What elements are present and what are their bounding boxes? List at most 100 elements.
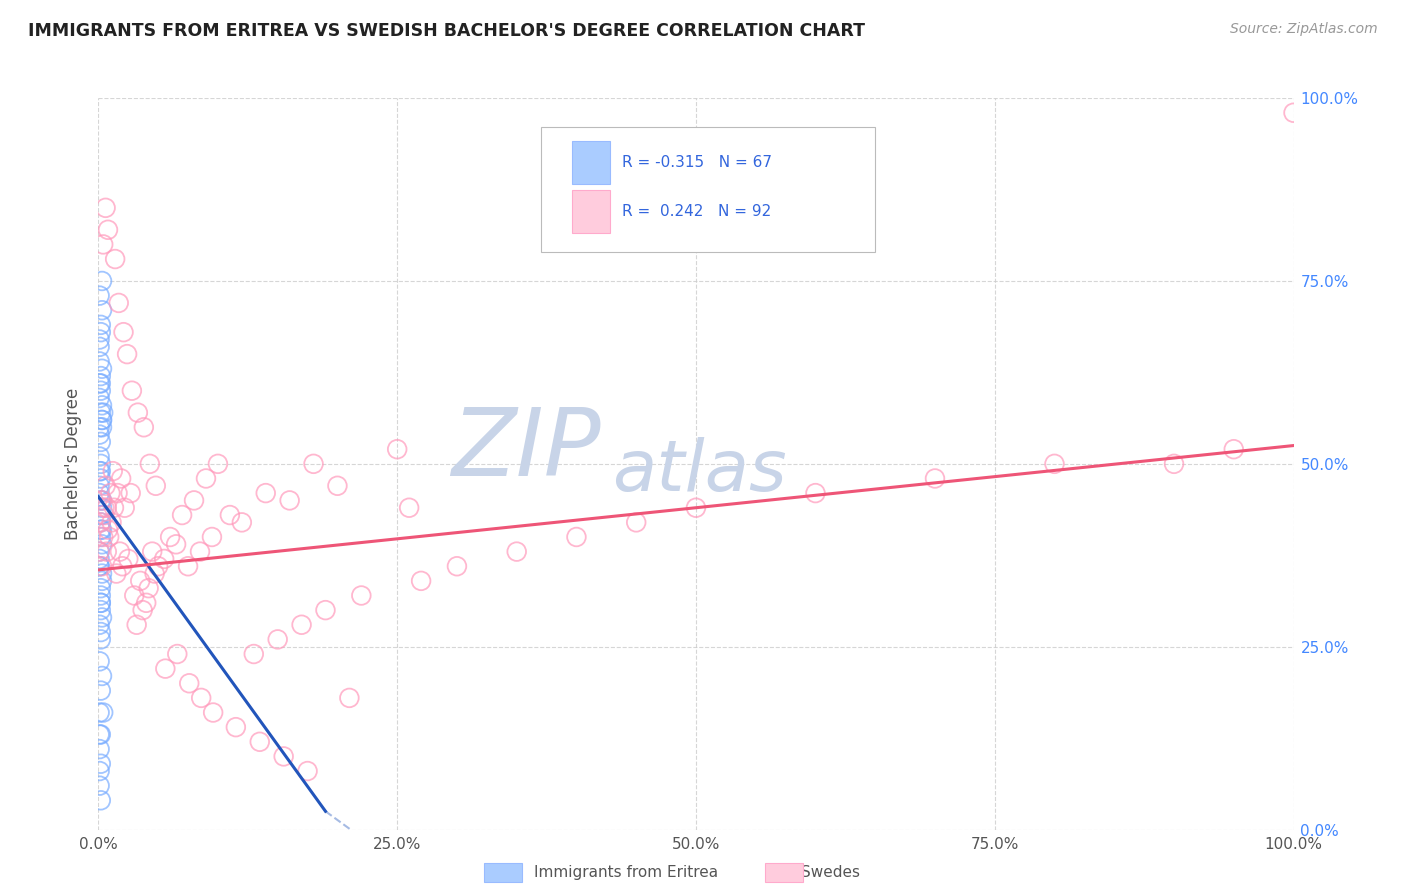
FancyBboxPatch shape: [572, 141, 610, 184]
Point: [90, 727, 112, 741]
Point: [139, 457, 162, 471]
Point: [94, 201, 117, 215]
Point: [121, 384, 143, 398]
Text: ZIP: ZIP: [451, 404, 600, 495]
Point: [125, 617, 148, 632]
Point: [278, 493, 301, 508]
Point: [1222, 442, 1246, 457]
Point: [89, 727, 111, 741]
Point: [254, 486, 277, 500]
Point: [90, 756, 112, 771]
Point: [90, 376, 112, 391]
Point: [249, 735, 271, 749]
Point: [89, 391, 111, 405]
Y-axis label: Bachelor's Degree: Bachelor's Degree: [63, 388, 82, 540]
Point: [219, 508, 242, 522]
Point: [166, 647, 188, 661]
Point: [115, 347, 138, 361]
Point: [131, 603, 153, 617]
Point: [103, 500, 125, 515]
Point: [89, 288, 111, 302]
Point: [565, 530, 588, 544]
Point: [90, 318, 112, 332]
Point: [94, 479, 117, 493]
Point: [337, 690, 360, 705]
Point: [90, 523, 112, 537]
Point: [107, 296, 129, 310]
Point: [91, 493, 114, 508]
Point: [297, 764, 319, 778]
Point: [111, 559, 134, 574]
FancyBboxPatch shape: [572, 190, 610, 233]
Point: [315, 603, 337, 617]
Point: [89, 764, 111, 778]
Point: [90, 589, 112, 603]
Point: [90, 464, 112, 478]
Point: [91, 669, 114, 683]
Point: [90, 596, 112, 610]
Point: [89, 617, 111, 632]
Point: [804, 486, 827, 500]
Point: [290, 617, 312, 632]
Point: [89, 706, 111, 720]
Point: [91, 413, 114, 427]
Point: [91, 420, 114, 434]
Point: [165, 537, 187, 551]
Point: [93, 500, 115, 515]
Point: [91, 559, 114, 574]
Point: [100, 516, 122, 530]
Point: [89, 340, 111, 354]
Point: [91, 237, 114, 252]
Point: [91, 493, 114, 508]
Point: [159, 530, 181, 544]
Point: [89, 559, 111, 574]
Point: [101, 464, 124, 478]
Point: [89, 779, 111, 793]
Point: [104, 252, 127, 266]
FancyBboxPatch shape: [540, 128, 875, 252]
Point: [91, 610, 114, 624]
Point: [90, 596, 112, 610]
Point: [1043, 457, 1066, 471]
Point: [117, 552, 139, 566]
Point: [207, 457, 229, 471]
Point: [89, 354, 111, 368]
Point: [114, 500, 136, 515]
Point: [326, 479, 349, 493]
Point: [91, 537, 114, 551]
Point: [89, 464, 111, 478]
Point: [89, 654, 111, 668]
Point: [89, 544, 111, 558]
Point: [127, 406, 149, 420]
Text: R =  0.242   N = 92: R = 0.242 N = 92: [621, 203, 770, 219]
Point: [89, 450, 111, 464]
Text: IMMIGRANTS FROM ERITREA VS SWEDISH BACHELOR'S DEGREE CORRELATION CHART: IMMIGRANTS FROM ERITREA VS SWEDISH BACHE…: [28, 22, 865, 40]
Point: [91, 574, 114, 588]
Point: [91, 274, 114, 288]
Point: [90, 516, 112, 530]
Point: [120, 486, 142, 500]
Point: [96, 544, 118, 558]
Point: [108, 544, 131, 558]
Point: [93, 508, 115, 522]
Point: [243, 647, 266, 661]
Point: [177, 559, 200, 574]
Text: Swedes: Swedes: [801, 865, 860, 880]
Text: atlas: atlas: [612, 437, 787, 506]
Point: [89, 420, 111, 434]
Point: [90, 406, 112, 420]
Point: [91, 500, 114, 515]
Point: [89, 508, 111, 522]
Point: [105, 566, 128, 581]
Point: [302, 457, 325, 471]
Point: [231, 516, 253, 530]
Point: [411, 574, 433, 588]
Point: [91, 361, 114, 376]
Point: [183, 493, 205, 508]
Point: [91, 523, 114, 537]
Point: [112, 325, 135, 339]
Point: [89, 544, 111, 558]
Point: [90, 457, 112, 471]
Point: [90, 384, 112, 398]
Point: [89, 479, 111, 493]
